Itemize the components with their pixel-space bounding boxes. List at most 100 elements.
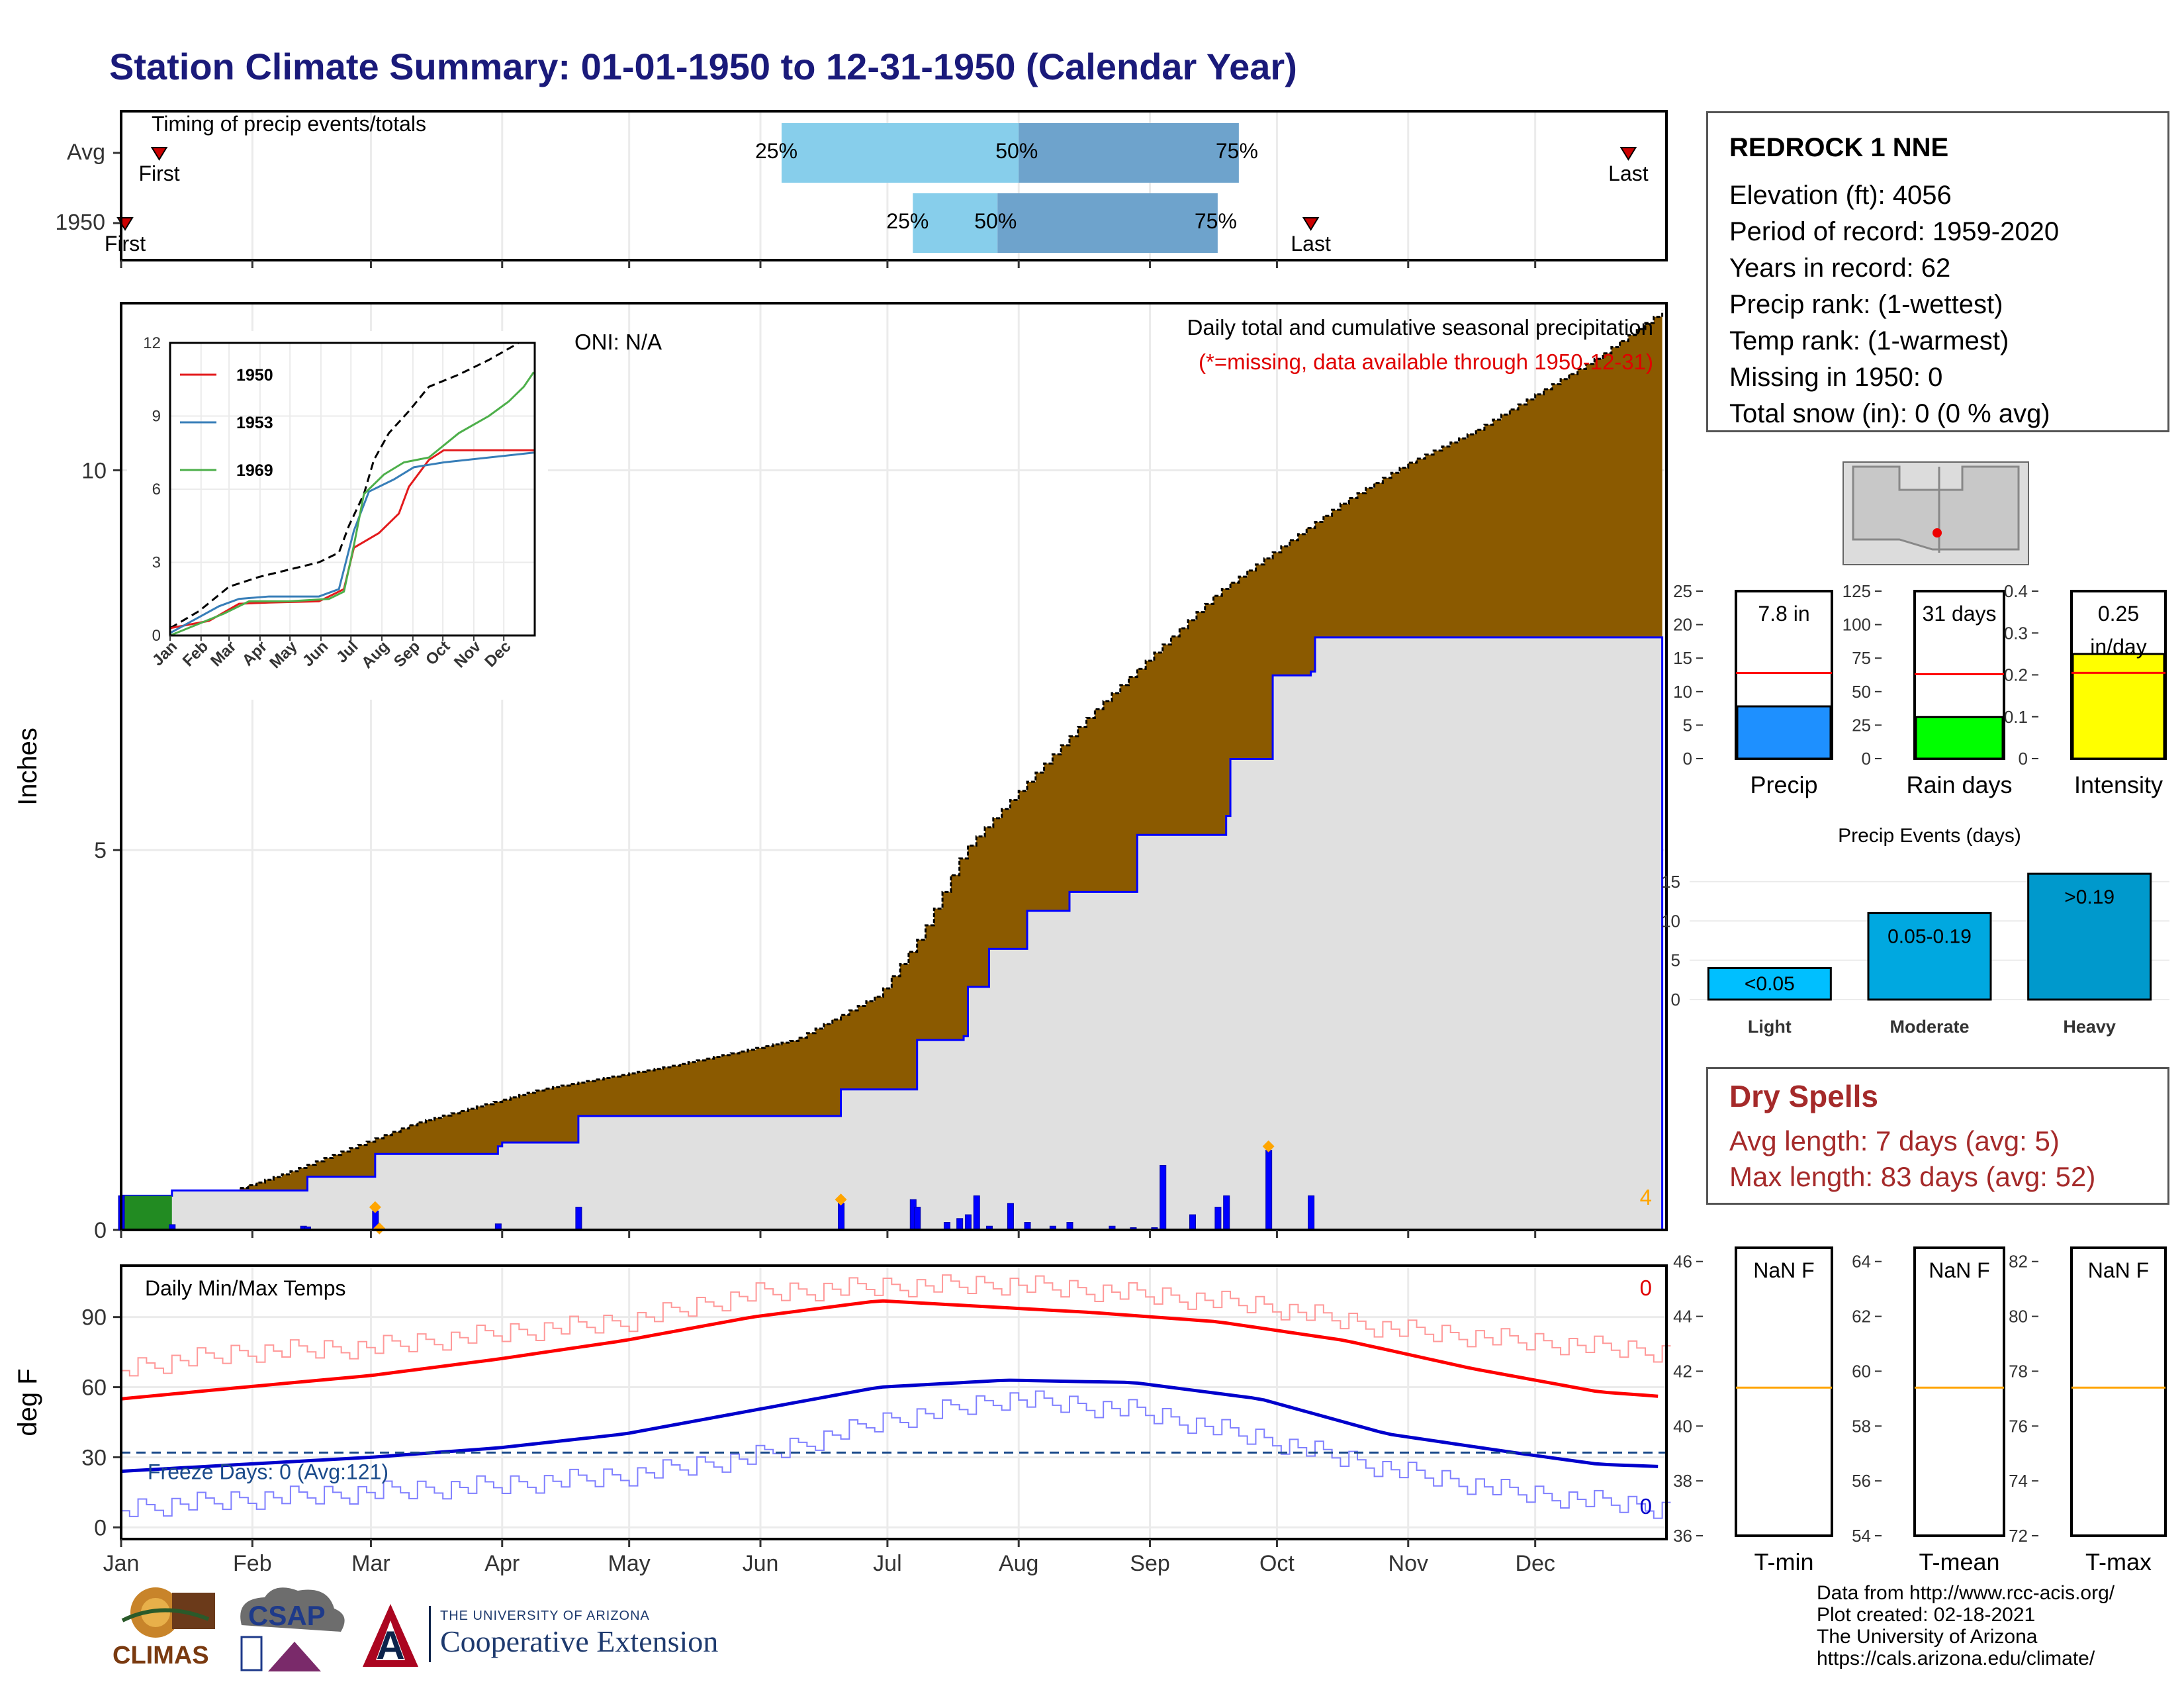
events-y-tick-label: 10	[1661, 911, 1680, 931]
daily-precip-bar	[1007, 1203, 1014, 1231]
inset-y-tick-label: 3	[152, 554, 161, 572]
mini-y-tick-label: 5	[1683, 715, 1692, 735]
mini-value-label: 7.8 in	[1758, 602, 1809, 626]
timing-label-first: First	[105, 232, 146, 256]
mini-y-tick-label: 0	[1683, 749, 1692, 769]
inset-y-tick-label: 12	[143, 334, 161, 352]
station-period: Period of record: 1959-2020	[1729, 217, 2060, 246]
mini-y-tick-label: 0.2	[2004, 665, 2028, 685]
csap-logo: CSAP	[240, 1587, 345, 1671]
y-tick-label: 0	[94, 1218, 107, 1243]
inset-legend-label: 1953	[236, 414, 273, 432]
mini-bar	[2071, 653, 2165, 760]
station-temp-rank: Temp rank: (1-warmest)	[1729, 326, 2009, 355]
mini-y-tick-label: 100	[1843, 615, 1871, 635]
y-tick-label: 90	[81, 1305, 107, 1331]
temp-panel-bg	[121, 1266, 1666, 1539]
precip-panel-border	[120, 302, 1668, 1231]
mini-y-tick-label: 56	[1852, 1471, 1871, 1491]
mini-y-tick-label: 0.3	[2004, 623, 2028, 643]
mini-value-label: NaN F	[2088, 1258, 2149, 1282]
mini-bar	[1736, 705, 1832, 760]
mini-y-tick-label: 36	[1673, 1526, 1692, 1546]
timing-bar-q25-q50	[913, 193, 998, 253]
mini-y-tick-label: 50	[1852, 682, 1871, 702]
timing-label-first: First	[138, 162, 179, 185]
month-tick-label: Jan	[103, 1551, 140, 1576]
inset-legend-label: 1969	[236, 461, 273, 480]
timing-label-last: Last	[1291, 232, 1331, 256]
mini-category-label: T-max	[2085, 1548, 2152, 1575]
credits: Data from http://www.rcc-acis.org/ Plot …	[1817, 1582, 2115, 1669]
daily-precip-marker	[373, 1222, 386, 1235]
temp-series-line	[120, 1378, 1659, 1474]
daily-precip-bar	[956, 1218, 964, 1231]
mini-y-tick-label: 0	[1862, 749, 1871, 769]
oni-annotation: ONI: N/A	[574, 330, 662, 354]
timing-label-q25: 25%	[886, 209, 929, 233]
daily-precip-bar	[914, 1207, 921, 1231]
timing-label-q50: 50%	[995, 139, 1038, 163]
mini-y-tick-label: 125	[1843, 581, 1871, 601]
csap-logo-text: CSAP	[248, 1600, 326, 1631]
month-tick-label: Feb	[233, 1551, 272, 1576]
mini-category-label: Precip	[1750, 771, 1817, 798]
credit-line: The University of Arizona	[1817, 1626, 2038, 1648]
timing-row-label: 1950	[55, 210, 105, 235]
freeze-days-label: Freeze Days: 0 (Avg:121)	[148, 1460, 388, 1483]
mini-value-label: NaN F	[1753, 1258, 1814, 1282]
credit-line: https://cals.arizona.edu/climate/	[1817, 1648, 2095, 1669]
mini-category-label: Intensity	[2074, 771, 2163, 798]
temp-series-line	[121, 1390, 1671, 1519]
daily-precip-marker	[369, 1201, 381, 1213]
mini-y-tick-label: 25	[1673, 581, 1692, 601]
daily-precip-marker	[835, 1194, 847, 1206]
mini-y-tick-label: 78	[2009, 1361, 2028, 1381]
y-tick-label: 60	[81, 1376, 107, 1401]
page-title: Station Climate Summary: 01-01-1950 to 1…	[109, 46, 1297, 87]
arizona-shape	[1852, 465, 2020, 551]
ua-line2: Cooperative Extension	[440, 1624, 719, 1658]
last-marker-icon	[1619, 147, 1637, 161]
month-tick-label: Jun	[743, 1551, 779, 1576]
timing-label-q50: 50%	[974, 209, 1017, 233]
mini-y-tick-label: 46	[1673, 1252, 1692, 1272]
avg-cumulative-line	[121, 310, 1664, 1231]
events-y-tick-label: 0	[1671, 990, 1680, 1009]
events-y-tick-label: 15	[1661, 872, 1680, 892]
y-tick-label: 10	[81, 458, 107, 483]
mini-y-tick-label: 72	[2009, 1526, 2028, 1546]
daily-precip-bar	[575, 1207, 582, 1231]
events-title: Precip Events (days)	[1838, 825, 2021, 847]
mini-y-tick-label: 38	[1673, 1471, 1692, 1491]
mini-category-label: T-min	[1754, 1548, 1814, 1575]
mini-y-tick-label: 42	[1673, 1361, 1692, 1381]
tmax-count: 0	[1640, 1276, 1652, 1300]
events-y-tick-label: 5	[1671, 951, 1680, 970]
events-category-label: Moderate	[1889, 1017, 1969, 1037]
locator-map	[1843, 461, 2029, 565]
mini-y-tick-label: 62	[1852, 1307, 1871, 1327]
events-bar	[1867, 912, 1992, 1001]
precip-corner-count: 4	[1640, 1185, 1652, 1209]
credit-line: Plot created: 02-18-2021	[1817, 1604, 2036, 1626]
station-location-dot	[1933, 528, 1942, 538]
timing-label-q75: 75%	[1216, 139, 1258, 163]
timing-label-q75: 75%	[1195, 209, 1237, 233]
timing-bar-q50-q75	[1019, 123, 1239, 183]
month-tick-label: May	[608, 1551, 651, 1576]
events-bar-label: <0.05	[1745, 973, 1795, 995]
station-name: REDROCK 1 NNE	[1729, 133, 1949, 162]
mini-y-tick-label: 44	[1673, 1307, 1692, 1327]
events-category-label: Heavy	[2063, 1017, 2116, 1037]
inset-series-line	[169, 451, 534, 634]
temp-title: Daily Min/Max Temps	[145, 1276, 345, 1300]
timing-label-last: Last	[1608, 162, 1649, 185]
mini-y-tick-label: 64	[1852, 1252, 1871, 1272]
temp-panel-border	[120, 1264, 1668, 1540]
timing-bar-q25-q50	[781, 123, 1019, 183]
mini-category-label: T-mean	[1919, 1548, 1999, 1575]
precip-subtitle: (*=missing, data available through 1950-…	[1199, 350, 1653, 374]
events-category-label: Light	[1748, 1017, 1792, 1037]
mini-value-label: in/day	[2090, 635, 2146, 659]
